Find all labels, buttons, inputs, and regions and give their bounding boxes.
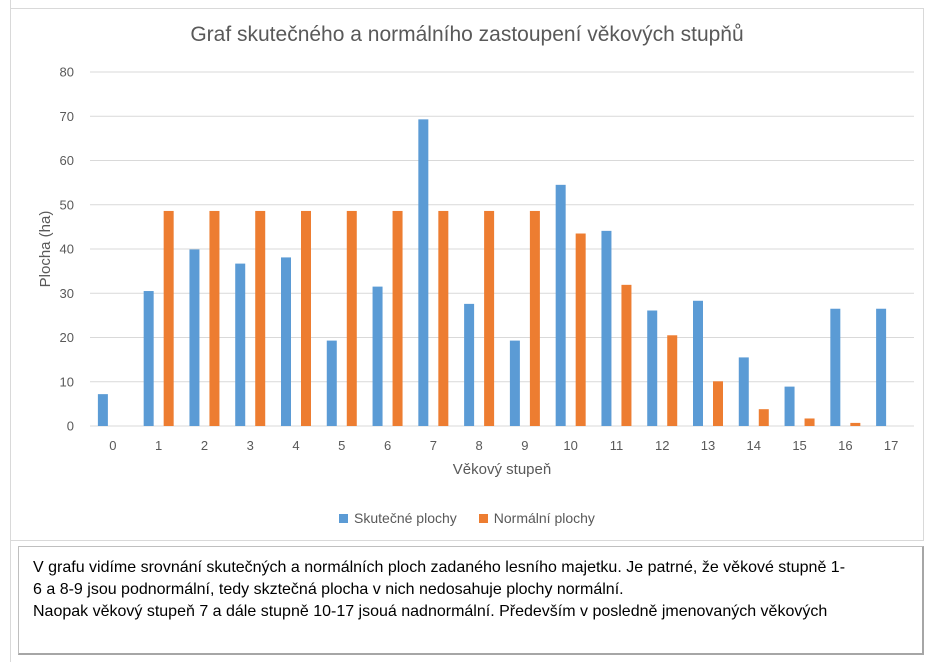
legend-label-actual: Skutečné plochy — [354, 510, 457, 526]
bar[interactable] — [464, 303, 475, 426]
bars — [97, 119, 887, 426]
bar[interactable] — [758, 409, 769, 426]
x-tick-label: 14 — [747, 438, 761, 453]
legend[interactable]: Skutečné plochy Normální plochy — [11, 510, 923, 526]
bar[interactable] — [97, 394, 108, 426]
y-tick-label: 80 — [60, 65, 74, 80]
legend-item-normal[interactable]: Normální plochy — [478, 510, 595, 526]
bar[interactable] — [621, 284, 632, 426]
y-tick-label: 40 — [60, 242, 74, 257]
x-tick-label: 9 — [521, 438, 528, 453]
x-axis-ticks: 0 1 2 3 4 5 6 7 8 9 10 11 12 13 14 15 16 17 — [109, 438, 898, 453]
textbox-line: V grafu vidíme srovnání skutečných a nor… — [33, 559, 846, 576]
textbox-line: 6 a 8-9 jsou podnormální, tedy skztečná … — [33, 581, 624, 598]
y-axis-title[interactable]: Plocha (ha) — [37, 211, 54, 288]
legend-label-normal: Normální plochy — [493, 510, 595, 526]
x-tick-label: 4 — [292, 438, 299, 453]
bar[interactable] — [830, 308, 841, 426]
bar[interactable] — [372, 286, 383, 426]
bar[interactable] — [346, 210, 357, 426]
x-tick-label: 6 — [384, 438, 391, 453]
bar[interactable] — [189, 249, 200, 426]
x-tick-label: 2 — [201, 438, 208, 453]
legend-swatch-normal — [478, 513, 488, 523]
y-tick-label: 60 — [60, 153, 74, 168]
y-tick-label: 50 — [60, 197, 74, 212]
bar[interactable] — [667, 335, 678, 426]
bar[interactable] — [301, 210, 311, 426]
x-tick-label: 17 — [884, 438, 898, 453]
bar[interactable] — [647, 310, 658, 426]
x-tick-label: 8 — [475, 438, 482, 453]
x-tick-label: 3 — [247, 438, 254, 453]
bar[interactable] — [575, 233, 586, 426]
y-tick-label: 20 — [60, 330, 74, 345]
bar[interactable] — [209, 210, 220, 426]
bar[interactable] — [529, 210, 540, 426]
bar[interactable] — [555, 184, 566, 426]
x-tick-label: 13 — [701, 438, 715, 453]
x-tick-label: 15 — [792, 438, 806, 453]
gridlines — [90, 71, 914, 427]
bar[interactable] — [850, 422, 861, 426]
chart-title[interactable]: Graf skutečného a normálního zastoupení … — [190, 23, 744, 46]
bar[interactable] — [392, 210, 403, 426]
bar[interactable] — [713, 381, 723, 426]
bar[interactable] — [738, 357, 749, 426]
x-tick-label: 0 — [109, 438, 116, 453]
bar[interactable] — [876, 308, 887, 426]
x-tick-label: 1 — [155, 438, 162, 453]
y-tick-label: 10 — [60, 374, 74, 389]
bar[interactable] — [509, 340, 520, 426]
bar[interactable] — [163, 210, 174, 426]
bar[interactable] — [255, 210, 266, 426]
bar[interactable] — [235, 263, 246, 426]
bar[interactable] — [326, 340, 337, 426]
bar[interactable] — [281, 257, 291, 426]
x-tick-label: 5 — [338, 438, 345, 453]
x-tick-label: 12 — [655, 438, 669, 453]
x-tick-label: 16 — [838, 438, 852, 453]
legend-swatch-actual — [339, 513, 349, 523]
y-tick-label: 30 — [60, 286, 74, 301]
x-tick-label: 10 — [563, 438, 577, 453]
y-tick-label: 0 — [67, 419, 74, 434]
legend-item-actual[interactable]: Skutečné plochy — [339, 510, 457, 526]
y-tick-label: 70 — [60, 109, 74, 124]
x-axis-title[interactable]: Věkový stupeň — [453, 461, 551, 478]
bar[interactable] — [804, 418, 815, 426]
bar[interactable] — [693, 300, 703, 426]
x-tick-label: 11 — [610, 438, 624, 453]
comment-textbox[interactable]: V grafu vidíme srovnání skutečných a nor… — [18, 546, 924, 655]
bar[interactable] — [484, 210, 495, 426]
bar[interactable] — [784, 386, 795, 426]
chart-area[interactable]: Graf skutečného a normálního zastoupení … — [10, 8, 924, 541]
bar[interactable] — [601, 230, 612, 426]
x-tick-label: 7 — [430, 438, 437, 453]
bar[interactable] — [438, 210, 449, 426]
bar[interactable] — [143, 291, 154, 426]
y-axis-ticks: 0 10 20 30 40 50 60 70 80 — [60, 65, 74, 434]
textbox-line: Naopak věkový stupeň 7 a dále stupně 10-… — [33, 603, 828, 620]
bar[interactable] — [418, 119, 429, 426]
